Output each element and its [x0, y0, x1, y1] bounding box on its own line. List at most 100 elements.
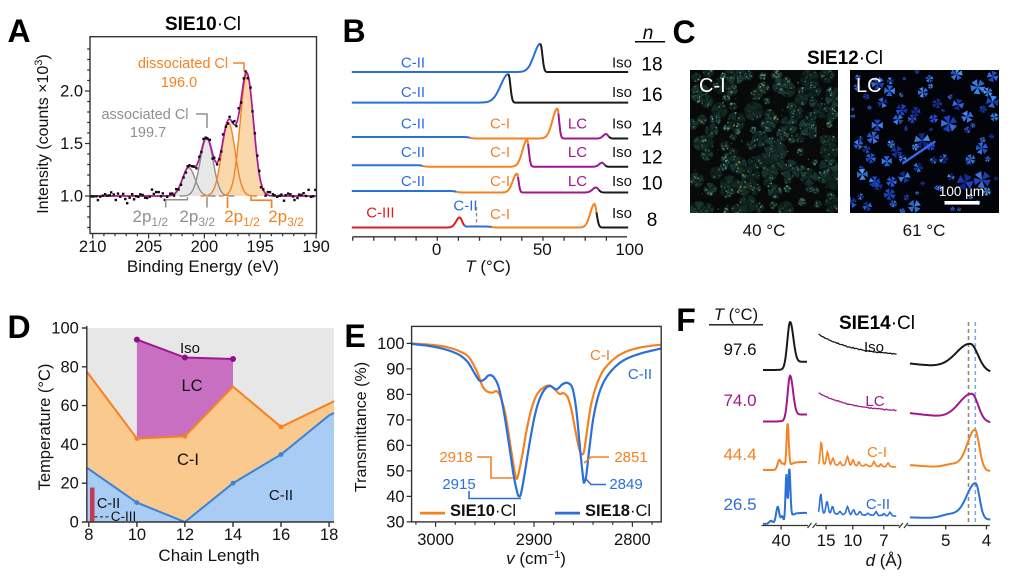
svg-text:210: 210: [79, 238, 107, 256]
svg-text:Iso: Iso: [612, 84, 632, 101]
svg-text:d (Å): d (Å): [866, 551, 903, 570]
svg-text:15: 15: [817, 531, 836, 550]
svg-text:LC: LC: [568, 115, 587, 132]
svg-text:E: E: [344, 318, 365, 354]
svg-text:C-II: C-II: [401, 84, 425, 101]
svg-text:C-II: C-II: [401, 144, 425, 161]
svg-text:26.5: 26.5: [723, 495, 756, 514]
svg-text:1.5: 1.5: [60, 135, 83, 153]
svg-text:Iso: Iso: [864, 339, 884, 356]
svg-text:C-II: C-II: [866, 496, 890, 513]
svg-text:C-III: C-III: [366, 204, 394, 221]
svg-text:2900: 2900: [516, 531, 553, 549]
svg-text:Chain Length: Chain Length: [158, 546, 259, 565]
svg-text:C-II: C-II: [401, 55, 425, 72]
svg-text:C-I: C-I: [590, 347, 610, 364]
svg-text:Intensity (counts ×103): Intensity (counts ×103): [33, 54, 52, 214]
svg-text:A: A: [7, 13, 30, 49]
svg-text:F: F: [676, 302, 696, 338]
svg-text:dissociated Cl: dissociated Cl: [138, 56, 228, 72]
svg-text:C-I: C-I: [177, 451, 199, 469]
svg-text:C-II: C-II: [628, 366, 652, 383]
svg-text:61 °C: 61 °C: [903, 221, 946, 240]
svg-text:12: 12: [641, 148, 662, 169]
svg-text:Temperature (°C): Temperature (°C): [36, 364, 54, 491]
svg-text:100: 100: [615, 240, 643, 259]
svg-text:30: 30: [386, 513, 404, 531]
svg-text:10: 10: [641, 174, 662, 195]
svg-text:SIE10·Cl: SIE10·Cl: [165, 14, 241, 35]
svg-text:2849: 2849: [609, 476, 642, 493]
svg-text:20: 20: [60, 475, 78, 493]
svg-text:2p1/2: 2p1/2: [224, 207, 260, 229]
svg-text:Iso: Iso: [612, 173, 632, 190]
svg-text:SIE14·Cl: SIE14·Cl: [839, 313, 915, 334]
svg-text:2p1/2: 2p1/2: [132, 207, 168, 229]
svg-text:90: 90: [386, 360, 404, 378]
svg-text:4: 4: [982, 531, 991, 550]
svg-text:10: 10: [128, 526, 146, 544]
svg-text:100: 100: [51, 320, 79, 338]
svg-text:196.0: 196.0: [161, 75, 197, 91]
svg-text:C-III: C-III: [111, 509, 137, 524]
svg-text:5: 5: [941, 531, 950, 550]
svg-text:C-II: C-II: [453, 198, 477, 215]
svg-text:T (°C): T (°C): [465, 257, 511, 276]
svg-text:7: 7: [879, 531, 888, 550]
svg-text:C-II: C-II: [269, 487, 293, 504]
svg-text:LC: LC: [568, 144, 587, 161]
svg-text:18: 18: [641, 55, 662, 76]
svg-text:SIE10·Cl: SIE10·Cl: [450, 502, 516, 520]
svg-text:44.4: 44.4: [723, 445, 756, 464]
svg-text:199.7: 199.7: [130, 125, 166, 141]
svg-text:40 °C: 40 °C: [743, 221, 786, 240]
svg-text:18: 18: [320, 526, 338, 544]
svg-text:2.0: 2.0: [60, 83, 83, 101]
svg-text:16: 16: [272, 526, 290, 544]
svg-text:LC: LC: [181, 377, 202, 395]
svg-text:C-I: C-I: [490, 206, 510, 223]
svg-text:200: 200: [191, 238, 219, 256]
svg-text:C-II: C-II: [97, 496, 120, 512]
svg-text:associated Cl: associated Cl: [101, 107, 188, 123]
svg-text:70: 70: [386, 411, 404, 429]
svg-text:n: n: [643, 23, 654, 44]
svg-text:0: 0: [70, 514, 79, 532]
svg-text:LC: LC: [568, 173, 587, 190]
svg-text:14: 14: [224, 526, 242, 544]
svg-text:Iso: Iso: [612, 115, 632, 132]
svg-text:40: 40: [60, 436, 78, 454]
svg-text:2918: 2918: [439, 449, 472, 466]
svg-text:C-I: C-I: [490, 173, 510, 190]
svg-text:100: 100: [377, 335, 405, 353]
svg-text:C-I: C-I: [490, 115, 510, 132]
svg-text:80: 80: [60, 358, 78, 376]
svg-text:C-I: C-I: [490, 144, 510, 161]
svg-text:SIE12·Cl: SIE12·Cl: [807, 48, 883, 69]
svg-text:10: 10: [843, 531, 862, 550]
svg-text:40: 40: [386, 488, 404, 506]
svg-text:v (cm−1): v (cm−1): [506, 549, 566, 568]
svg-text:3000: 3000: [417, 531, 454, 549]
svg-text:60: 60: [386, 437, 404, 455]
svg-text:C-I: C-I: [867, 444, 887, 461]
svg-text:74.0: 74.0: [723, 391, 756, 410]
svg-text:T (°C): T (°C): [714, 306, 758, 324]
svg-text:Transmittance (%): Transmittance (%): [353, 362, 370, 492]
svg-text:195: 195: [246, 238, 274, 256]
svg-text:Iso: Iso: [612, 205, 632, 222]
svg-text:Iso: Iso: [612, 144, 632, 161]
svg-text:C: C: [672, 14, 695, 50]
svg-text:14: 14: [641, 120, 663, 141]
svg-text:D: D: [7, 309, 30, 345]
svg-text:2915: 2915: [442, 476, 475, 493]
svg-text:12: 12: [176, 526, 194, 544]
svg-text:Iso: Iso: [180, 340, 200, 357]
svg-text:2p3/2: 2p3/2: [268, 207, 304, 229]
svg-text:Binding Energy (eV): Binding Energy (eV): [127, 257, 279, 276]
svg-text:C-I: C-I: [699, 75, 726, 97]
svg-text:50: 50: [386, 462, 404, 480]
svg-text:205: 205: [135, 238, 163, 256]
svg-text:80: 80: [386, 386, 404, 404]
svg-text:Iso: Iso: [612, 55, 632, 72]
